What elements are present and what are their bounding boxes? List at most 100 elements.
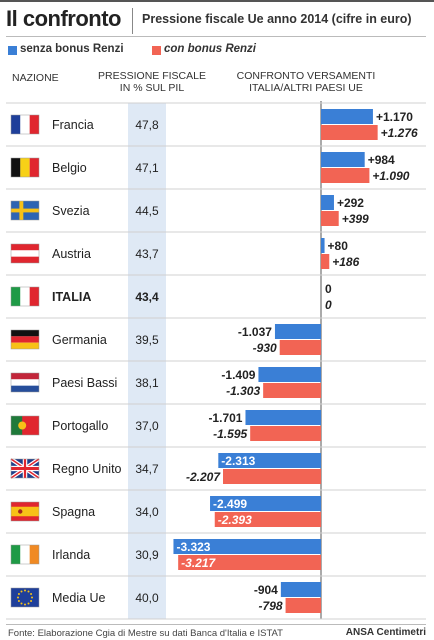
portugal-flag-part (18, 421, 27, 430)
france-flag-part (20, 115, 30, 134)
bar (321, 254, 330, 269)
bar-value-label: -2.207 (186, 470, 221, 484)
bar (245, 410, 321, 425)
bar-value-label: -3.217 (181, 556, 216, 570)
source-note: Fonte: Elaborazione Cgia di Mestre su da… (8, 628, 283, 639)
legend-swatch-con (152, 46, 161, 55)
netherlands-flag-part (11, 373, 39, 380)
country-label: Germania (52, 333, 107, 347)
sweden-flag-part (11, 208, 39, 213)
bar (285, 598, 321, 613)
germany-flag (10, 329, 40, 350)
uk-flag-part (23, 459, 27, 478)
sweden-flag-part (19, 201, 24, 220)
chart-subtitle: Pressione fiscale Ue anno 2014 (cifre in… (142, 12, 412, 26)
netherlands-flag (10, 372, 40, 393)
eu-flag-part (17, 593, 20, 595)
bar-value-label: -2.313 (221, 454, 255, 468)
bar-value-label: +80 (328, 239, 349, 253)
bar-value-label: +1.276 (381, 126, 418, 140)
france-flag (10, 114, 40, 135)
bar (223, 469, 321, 484)
germany-flag-part (11, 336, 39, 343)
sweden-flag (10, 200, 40, 221)
bar (258, 367, 321, 382)
eu-flag-part (17, 600, 20, 602)
eu-flag-part (31, 596, 33, 599)
bar-value-label: -3.323 (176, 540, 210, 554)
bar (214, 512, 321, 527)
country-label: Svezia (52, 204, 90, 218)
country-label: Francia (52, 118, 94, 132)
bar (280, 582, 321, 597)
ireland-flag-part (29, 545, 39, 564)
bar-value-label: -798 (259, 599, 283, 613)
country-label: Spagna (52, 505, 95, 519)
legend-label-con: con bonus Renzi (164, 43, 256, 55)
eu-flag-part (20, 590, 23, 593)
eu-flag-part (17, 596, 19, 599)
bar (218, 453, 321, 468)
belgium-flag-part (20, 158, 30, 177)
italy-flag-part (11, 287, 21, 306)
italy-flag-part (20, 287, 30, 306)
bar-value-label: 0 (325, 298, 332, 312)
bar-value-label: -1.701 (208, 411, 242, 425)
credit-label: ANSA Centimetri (345, 627, 426, 638)
bar (250, 426, 321, 441)
germany-flag-part (11, 342, 39, 349)
ireland-flag-part (20, 545, 30, 564)
bar (321, 152, 365, 167)
eu-flag (10, 587, 40, 608)
bar (210, 496, 321, 511)
pressure-value: 47,1 (135, 161, 159, 175)
eu-flag-part (24, 589, 26, 592)
austria-flag (10, 243, 40, 264)
france-flag-part (11, 115, 21, 134)
header-compare-1: CONFRONTO VERSAMENTI (236, 70, 376, 82)
bar (321, 125, 378, 140)
pressure-value: 34,7 (135, 462, 159, 476)
bar (321, 168, 370, 183)
legend-swatch-senza (8, 46, 17, 55)
pressure-value: 43,4 (135, 290, 159, 304)
spain-flag (10, 501, 40, 522)
bar (321, 195, 334, 210)
pressure-value: 37,0 (135, 419, 159, 433)
italy-flag (10, 286, 40, 307)
bar-value-label: -1.303 (226, 384, 260, 398)
germany-flag-part (11, 330, 39, 337)
country-label: Irlanda (52, 548, 90, 562)
ireland-flag-part (11, 545, 21, 564)
bar-value-label: +186 (332, 255, 359, 269)
country-label: Media Ue (52, 591, 106, 605)
eu-flag-part (30, 600, 33, 602)
uk-flag (10, 458, 40, 479)
eu-flag-part (20, 602, 23, 605)
belgium-flag-part (29, 158, 39, 177)
bar (279, 340, 321, 355)
country-label: Paesi Bassi (52, 376, 117, 390)
portugal-flag (10, 415, 40, 436)
bar (173, 539, 321, 554)
pressure-value: 43,7 (135, 247, 159, 261)
pressure-value: 39,5 (135, 333, 159, 347)
bar-value-label: -904 (254, 583, 278, 597)
header-nation: NAZIONE (12, 72, 59, 84)
country-label: Austria (52, 247, 91, 261)
eu-flag-part (30, 593, 33, 595)
eu-flag-part (27, 602, 30, 605)
spain-flag-part (18, 509, 23, 514)
france-flag-part (29, 115, 39, 134)
eu-flag-part (24, 603, 26, 606)
eu-flag-part (27, 590, 30, 593)
chart-title: Il confronto (6, 6, 121, 31)
header-pressure-1: PRESSIONE FISCALE (98, 70, 206, 82)
bar-value-label: -2.393 (218, 513, 252, 527)
bar-value-label: -1.595 (213, 427, 247, 441)
country-label: Portogallo (52, 419, 108, 433)
netherlands-flag-part (11, 379, 39, 386)
bar-value-label: +399 (342, 212, 369, 226)
bar (321, 109, 373, 124)
